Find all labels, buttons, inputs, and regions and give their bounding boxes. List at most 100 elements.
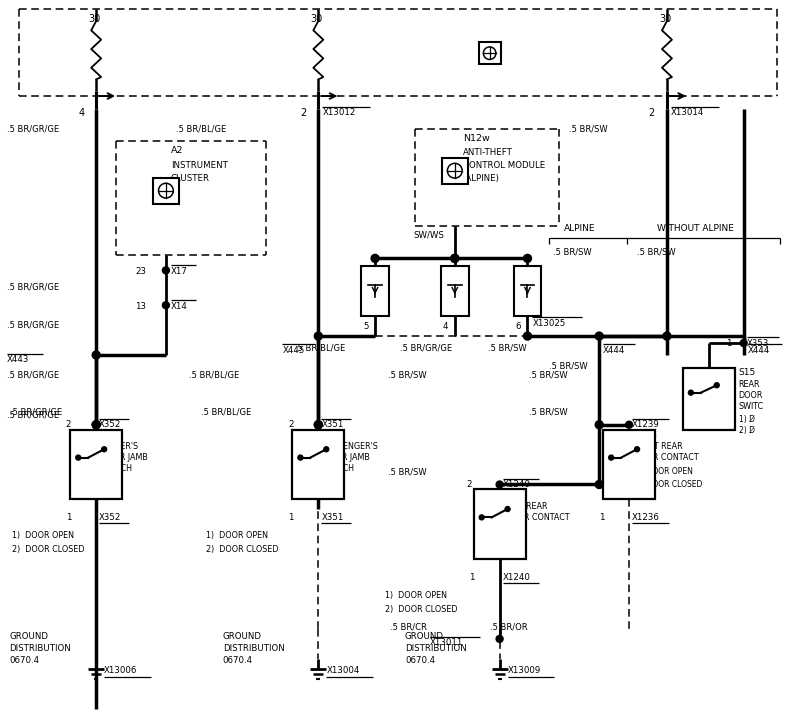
Text: .5 BR/GR/GE: .5 BR/GR/GE	[6, 410, 59, 419]
Text: X13006: X13006	[104, 666, 138, 675]
Circle shape	[76, 455, 80, 460]
Text: .5 BR/SW: .5 BR/SW	[488, 344, 526, 352]
Text: .5 BR/GR/GE: .5 BR/GR/GE	[6, 371, 59, 379]
Text: .5 BR/GR/GE: .5 BR/GR/GE	[6, 283, 59, 292]
Circle shape	[162, 302, 170, 309]
Text: 30: 30	[88, 14, 100, 24]
Text: .5 BR/GR/GE: .5 BR/GR/GE	[6, 124, 59, 133]
Text: 2)  DOOR CLOSED: 2) DOOR CLOSED	[11, 545, 84, 554]
Text: DISTRIBUTION: DISTRIBUTION	[405, 645, 466, 653]
Text: 1) D̸: 1) D̸	[739, 415, 755, 424]
Circle shape	[162, 267, 170, 274]
Text: 2: 2	[649, 108, 655, 118]
Text: 1: 1	[288, 513, 294, 522]
Text: X352: X352	[100, 513, 122, 522]
Text: SWITCH: SWITCH	[323, 464, 354, 473]
Circle shape	[102, 447, 107, 452]
Text: X13011: X13011	[430, 638, 463, 647]
Text: S125: S125	[505, 490, 528, 499]
Bar	[474, 490, 525, 559]
Text: X351: X351	[322, 420, 344, 429]
Text: X1236: X1236	[632, 513, 660, 522]
Bar	[292, 430, 344, 499]
Circle shape	[314, 332, 322, 340]
Text: 1: 1	[509, 547, 515, 555]
Text: 23: 23	[135, 267, 146, 276]
Text: 0670.4: 0670.4	[223, 656, 253, 665]
Circle shape	[496, 481, 503, 488]
Circle shape	[92, 421, 100, 429]
Text: SWITCH: SWITCH	[101, 464, 132, 473]
Text: .5 BR/BL/GE: .5 BR/BL/GE	[189, 371, 239, 379]
Text: X13025: X13025	[533, 319, 566, 328]
Text: 2: 2	[66, 420, 72, 429]
Circle shape	[496, 635, 503, 642]
Text: S15: S15	[739, 369, 756, 377]
Text: REAR: REAR	[739, 381, 760, 389]
Text: N12w: N12w	[462, 134, 490, 143]
Circle shape	[689, 390, 693, 395]
Circle shape	[92, 351, 100, 359]
Text: X13004: X13004	[326, 666, 360, 675]
Circle shape	[451, 255, 458, 262]
Circle shape	[479, 515, 484, 520]
Circle shape	[663, 332, 671, 340]
Text: CONTROL MODULE: CONTROL MODULE	[462, 161, 545, 170]
Text: DOOR CONTACT: DOOR CONTACT	[634, 453, 699, 462]
Bar	[153, 178, 179, 204]
Circle shape	[298, 455, 302, 460]
Text: 6: 6	[516, 322, 521, 331]
Text: 30: 30	[310, 14, 322, 24]
Text: ALPINE: ALPINE	[564, 224, 596, 233]
Circle shape	[315, 421, 322, 429]
Text: 4: 4	[443, 322, 448, 331]
Text: .5 BR/SW: .5 BR/SW	[388, 467, 427, 476]
Text: .5 BR/SW: .5 BR/SW	[569, 124, 608, 133]
Text: X1240: X1240	[502, 573, 530, 582]
Text: 1)  DOOR OPEN: 1) DOOR OPEN	[205, 530, 267, 540]
Circle shape	[371, 255, 379, 262]
Bar	[513, 267, 541, 316]
Circle shape	[92, 421, 100, 429]
Text: 2: 2	[685, 417, 690, 426]
Text: 2: 2	[288, 420, 294, 429]
Text: DISTRIBUTION: DISTRIBUTION	[223, 645, 284, 653]
Text: DOOR CONTACT: DOOR CONTACT	[505, 513, 569, 522]
Text: X444: X444	[747, 346, 770, 354]
Text: WITHOUT ALPINE: WITHOUT ALPINE	[657, 224, 734, 233]
Text: 1: 1	[72, 487, 78, 496]
Text: ANTI-THEFT: ANTI-THEFT	[462, 148, 513, 158]
Bar	[361, 267, 389, 316]
Text: 2: 2	[466, 480, 472, 489]
Text: .5 BR/BL/GE: .5 BR/BL/GE	[295, 344, 345, 352]
Text: X352: X352	[100, 420, 122, 429]
Text: 1)  DOOR OPEN: 1) DOOR OPEN	[11, 530, 73, 540]
Text: X13009: X13009	[508, 666, 540, 675]
Text: DOOR: DOOR	[739, 391, 763, 400]
Text: 4: 4	[78, 108, 84, 118]
Circle shape	[714, 383, 720, 388]
Text: GROUND: GROUND	[405, 632, 444, 642]
Text: .5 BR/GR/GE: .5 BR/GR/GE	[6, 321, 59, 329]
Text: .5 BR/GR/GE: .5 BR/GR/GE	[400, 344, 452, 352]
Text: S14: S14	[101, 430, 119, 439]
Bar	[683, 368, 735, 430]
Text: 1: 1	[599, 513, 604, 522]
Text: 30: 30	[659, 14, 671, 24]
Circle shape	[314, 421, 322, 429]
Circle shape	[634, 447, 639, 452]
Text: .5 BR/SW: .5 BR/SW	[529, 371, 568, 379]
Text: 2: 2	[605, 487, 611, 496]
Text: DISTRIBUTION: DISTRIBUTION	[10, 645, 72, 653]
Text: 1: 1	[639, 487, 645, 496]
Circle shape	[595, 421, 603, 429]
Text: 1: 1	[726, 339, 732, 347]
Circle shape	[314, 421, 322, 429]
Text: 1: 1	[66, 513, 72, 522]
Text: X13012: X13012	[322, 108, 356, 118]
Text: 0670.4: 0670.4	[10, 656, 40, 665]
Circle shape	[505, 506, 510, 511]
Text: X444: X444	[603, 346, 626, 354]
Text: 1: 1	[469, 573, 474, 582]
Text: 1)  DOOR OPEN: 1) DOOR OPEN	[634, 467, 693, 476]
